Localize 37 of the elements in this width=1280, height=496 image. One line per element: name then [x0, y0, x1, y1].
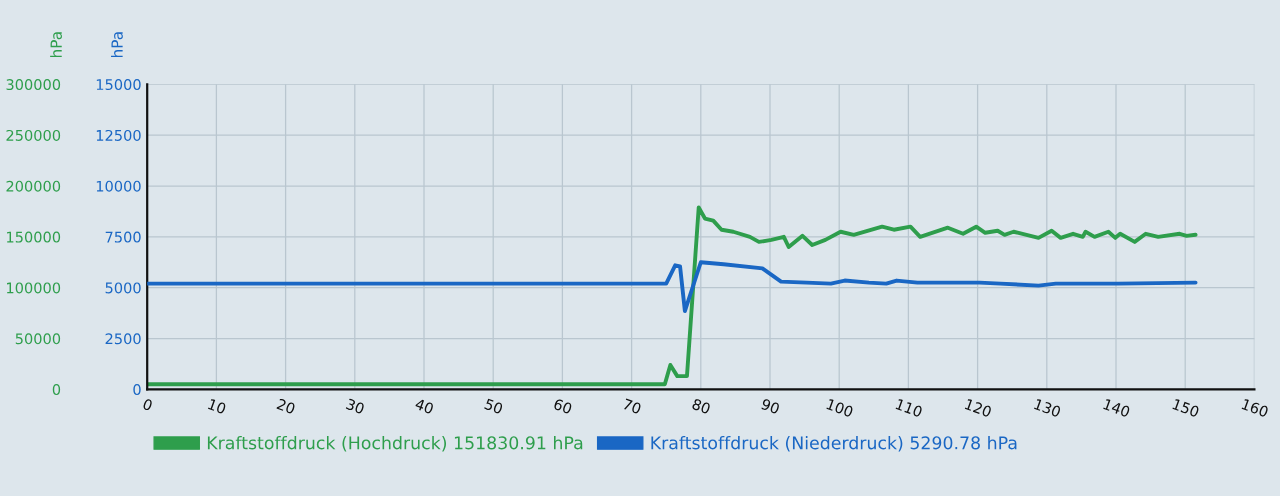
- x-tick-label: 50: [484, 398, 504, 415]
- y-tick-label: 100000: [7, 282, 61, 294]
- x-tick-label: 70: [622, 398, 642, 415]
- x-tick-label: 110: [895, 398, 923, 418]
- x-tick-label: 0: [142, 398, 153, 412]
- legend-label: Kraftstoffdruck (Hochdruck) 151830.91 hPa: [207, 435, 583, 452]
- x-tick-label: 60: [553, 398, 573, 415]
- line-series: [147, 260, 1198, 314]
- y-tick-label: 250000: [6, 129, 61, 141]
- y2-tick-label: 0: [133, 384, 141, 396]
- y2-tick-label: 5000: [105, 282, 141, 294]
- x-tick-label: 160: [1241, 398, 1269, 418]
- line-series: [147, 205, 1198, 387]
- y2-tick-label: 10000: [96, 180, 141, 192]
- x-tick-label: 10: [207, 398, 227, 415]
- y-axis-title: hPa: [50, 32, 62, 58]
- y2-tick-label: 12500: [96, 129, 141, 141]
- x-tick-label: 150: [1172, 398, 1200, 418]
- x-tick-label: 90: [760, 398, 781, 415]
- legend-label: Kraftstoffdruck (Niederdruck) 5290.78 hPa: [651, 435, 1017, 452]
- x-tick-label: 20: [276, 398, 296, 415]
- x-tick-label: 30: [345, 398, 365, 415]
- x-tick-label: 140: [1102, 398, 1131, 418]
- x-tick-label: 80: [691, 398, 711, 415]
- x-tick-label: 40: [414, 398, 435, 415]
- y2-tick-label: 2500: [105, 333, 141, 345]
- y-tick-label: 0: [52, 384, 61, 396]
- x-tick-label: 100: [826, 398, 854, 418]
- x-tick-label: 120: [964, 398, 993, 418]
- y2-axis-title: hPa: [111, 32, 123, 58]
- y-tick-label: 300000: [6, 79, 61, 91]
- y2-tick-label: 7500: [105, 231, 141, 243]
- y-tick-label: 50000: [15, 333, 61, 345]
- y2-tick-label: 15000: [96, 79, 141, 91]
- y-tick-label: 150000: [7, 231, 61, 243]
- y-tick-label: 200000: [6, 180, 61, 192]
- x-tick-label: 130: [1033, 398, 1062, 418]
